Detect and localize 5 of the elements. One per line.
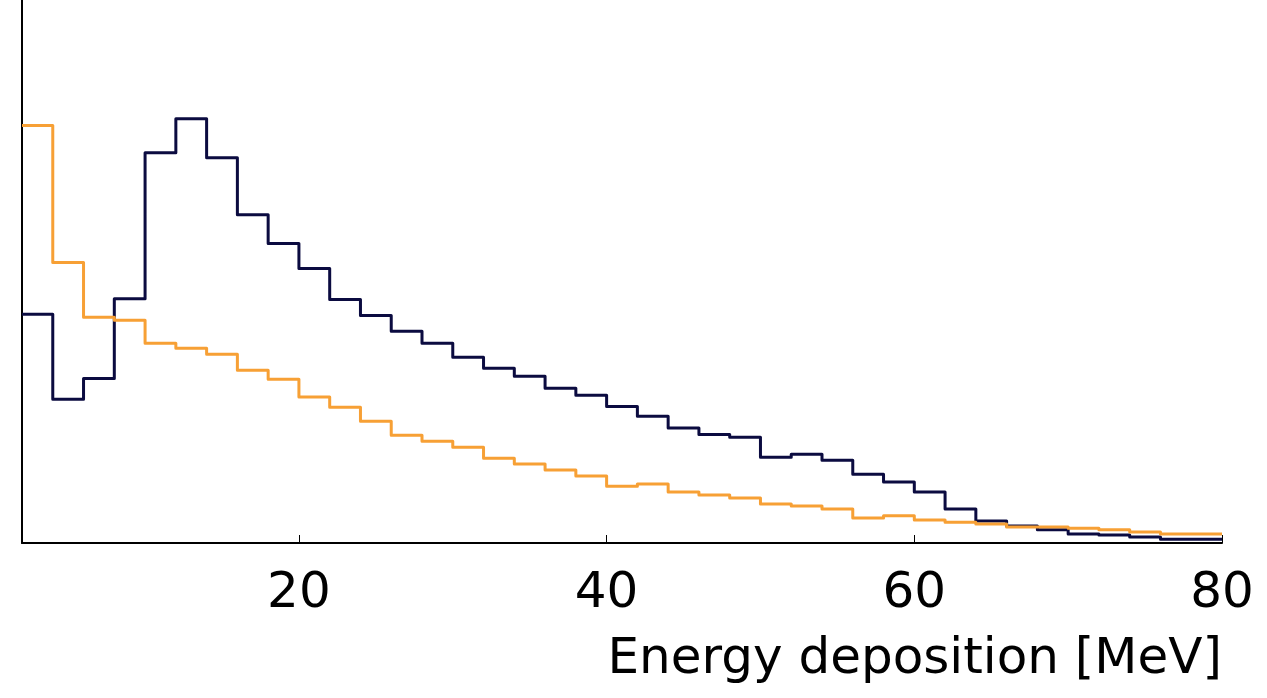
x-tick-label: 20	[267, 561, 331, 619]
x-tick-label: 60	[882, 561, 947, 619]
x-tick-label: 80	[1190, 561, 1254, 619]
x-tick-label: 40	[574, 561, 639, 619]
x-axis-title: Energy deposition [MeV]	[607, 627, 1222, 685]
